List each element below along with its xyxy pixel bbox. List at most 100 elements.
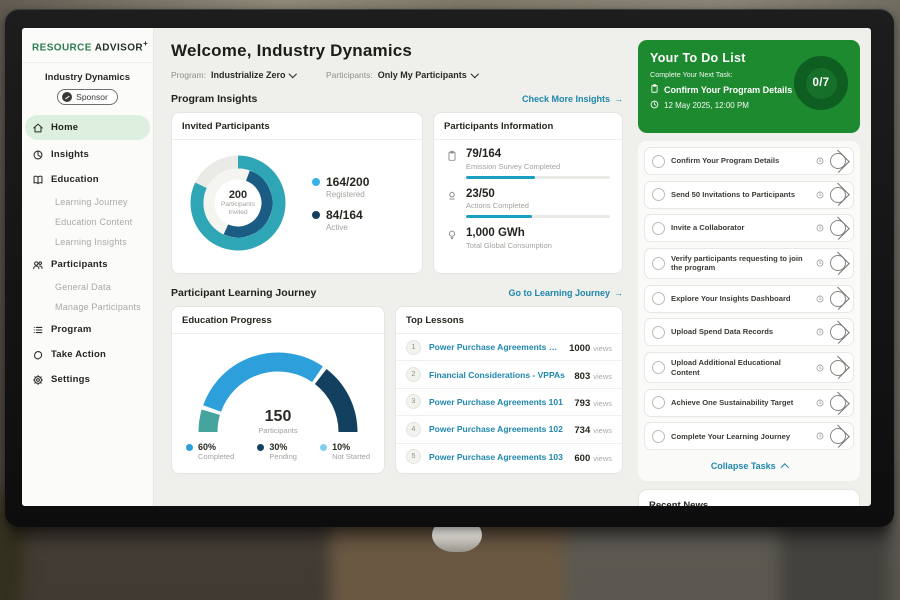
clipboard-icon [650, 84, 659, 95]
task-item-upload-additional-educational-content[interactable]: Upload Additional Educational Content [644, 351, 854, 384]
program-filter-dropdown[interactable]: Program: Industrialize Zero [171, 70, 298, 80]
check-more-insights-label: Check More Insights [521, 94, 610, 104]
task-chevron-button[interactable] [826, 252, 849, 275]
task-item-complete-your-learning-journey[interactable]: Complete Your Learning Journey [644, 422, 854, 451]
sidebar-item-manage-participants[interactable]: Manage Participants [22, 297, 153, 317]
education-progress-card: Education Progress 150 Participants 60% C… [171, 306, 385, 474]
clock-icon [816, 295, 824, 303]
lesson-views-count: 1000 [569, 343, 591, 355]
sidebar-nav: Home Insights Education Learning Journey Edu… [22, 115, 153, 392]
info-stat-row: 23/50 Actions Completed [446, 188, 610, 219]
chevron-right-icon [826, 320, 849, 344]
task-chevron-button[interactable] [826, 356, 849, 379]
education-legend-item: 10% Not Started [320, 442, 370, 461]
task-chevron-button[interactable] [826, 391, 849, 415]
gauge-svg [198, 352, 358, 433]
task-item-confirm-your-program-details[interactable]: Confirm Your Program Details [644, 147, 854, 175]
task-item-verify-participants-requesting-to-join-the-program[interactable]: Verify participants requesting to join t… [644, 247, 854, 280]
sidebar-item-learning-journey[interactable]: Learning Journey [22, 192, 153, 212]
sidebar-item-insights[interactable]: Insights [22, 142, 153, 167]
task-chevron-button[interactable] [826, 183, 849, 206]
sidebar-item-home[interactable]: Home [25, 115, 150, 141]
task-chevron-button[interactable] [826, 320, 849, 344]
lesson-link[interactable]: Financial Considerations - VPPAs [429, 369, 565, 380]
clock-icon [816, 432, 824, 440]
sidebar-item-learning-insights[interactable]: Learning Insights [22, 232, 153, 252]
clock-icon [816, 191, 824, 199]
check-more-insights-link[interactable]: Check More Insights → [522, 94, 623, 104]
task-chevron-button[interactable] [826, 149, 849, 173]
task-checkbox[interactable] [652, 429, 665, 443]
sidebar-item-settings[interactable]: Settings [22, 367, 153, 392]
lesson-link[interactable]: Power Purchase Agreements 102 [429, 424, 563, 435]
lesson-link[interactable]: Power Purchase Agreements 101 [429, 342, 562, 353]
lesson-views-count: 793 [574, 397, 591, 409]
sidebar-item-program[interactable]: Program [22, 317, 153, 342]
actions-icon [446, 189, 458, 203]
task-checkbox[interactable] [652, 396, 665, 410]
lesson-link[interactable]: Power Purchase Agreements 101 [429, 396, 563, 407]
collapse-tasks-label: Collapse Tasks [710, 460, 776, 471]
task-item-achieve-one-sustainability-target[interactable]: Achieve One Sustainability Target [644, 388, 854, 417]
lesson-row: 1 Power Purchase Agreements 101 1000 views [396, 334, 622, 360]
task-chevron-button[interactable] [826, 287, 849, 311]
stat-label: Total Global Consumption [466, 240, 552, 250]
gauge-center-value: 150 [264, 408, 292, 425]
task-checkbox[interactable] [652, 188, 665, 201]
journey-cards-row: Education Progress 150 Participants 60% C… [171, 306, 623, 474]
chevron-right-icon [826, 287, 849, 311]
task-chevron-button[interactable] [826, 425, 849, 448]
sidebar-item-participants[interactable]: Participants [22, 252, 153, 277]
education-gauge-chart: 150 Participants [183, 338, 373, 435]
task-item-send-50-invitations-to-participants[interactable]: Send 50 Invitations to Participants [644, 180, 854, 209]
lesson-views: 793 views [574, 393, 612, 411]
invited-participants-body: 200 Participants Invited 164/200 Register… [172, 140, 422, 266]
task-checkbox[interactable] [652, 361, 665, 375]
lesson-link[interactable]: Power Purchase Agreements 103 [429, 451, 563, 462]
lesson-rank: 4 [406, 421, 421, 437]
go-to-learning-journey-link[interactable]: Go to Learning Journey → [508, 288, 623, 298]
lesson-views-label: views [593, 453, 612, 463]
invited-legend-text: 84/164 Active [326, 208, 363, 232]
invited-legend-text: 164/200 Registered [326, 175, 369, 199]
todo-panel: Your To Do List Complete Your Next Task:… [638, 28, 871, 506]
task-item-upload-spend-data-records[interactable]: Upload Spend Data Records [644, 318, 854, 347]
collapse-tasks-link[interactable]: Collapse Tasks [644, 456, 854, 479]
sidebar-item-education-content[interactable]: Education Content [22, 212, 153, 232]
program-filter-value: Industrialize Zero [210, 70, 286, 80]
task-label: Complete Your Learning Journey [671, 431, 791, 441]
task-label: Send 50 Invitations to Participants [671, 189, 796, 199]
education-legend-text: 30% Pending [269, 442, 297, 461]
task-checkbox[interactable] [652, 256, 665, 270]
task-checkbox[interactable] [652, 325, 665, 339]
book-icon [31, 173, 44, 186]
task-checkbox[interactable] [652, 292, 665, 306]
clock-icon [816, 328, 824, 336]
lesson-rank: 2 [406, 367, 421, 383]
task-item-explore-your-insights-dashboard[interactable]: Explore Your Insights Dashboard [644, 284, 854, 313]
logo-plus: + [143, 39, 149, 48]
task-checkbox[interactable] [652, 221, 665, 235]
program-insights-header: Program Insights Check More Insights → [171, 93, 623, 105]
task-checkbox[interactable] [652, 154, 665, 168]
clock-icon [650, 100, 659, 111]
task-label: Invite a Collaborator [671, 223, 745, 233]
sidebar-item-label: Home [51, 122, 79, 134]
participants-information-stats: 79/164 Emission Survey Completed 23/50 Acti… [434, 140, 622, 250]
page-title: Welcome, Industry Dynamics [171, 41, 413, 60]
chevron-right-icon [826, 183, 849, 206]
sidebar-item-take-action[interactable]: Take Action [22, 342, 153, 367]
sidebar-item-label: Insights [51, 149, 90, 161]
todo-title: Your To Do List [650, 51, 746, 65]
participants-filter-dropdown[interactable]: Participants: Only My Participants [326, 70, 479, 80]
learning-journey-title: Participant Learning Journey [171, 287, 317, 299]
sponsor-badge[interactable]: Sponsor [57, 89, 118, 106]
task-chevron-button[interactable] [826, 216, 849, 240]
sidebar-item-education[interactable]: Education [22, 167, 153, 192]
education-legend: 60% Completed 30% Pending 10% Not Started [172, 435, 384, 461]
logo-text-dark: ADVISOR [94, 42, 144, 54]
insights-icon [31, 148, 44, 161]
sidebar-item-general-data[interactable]: General Data [22, 277, 153, 297]
task-item-invite-a-collaborator[interactable]: Invite a Collaborator [644, 214, 854, 242]
progress-bar [466, 215, 610, 219]
